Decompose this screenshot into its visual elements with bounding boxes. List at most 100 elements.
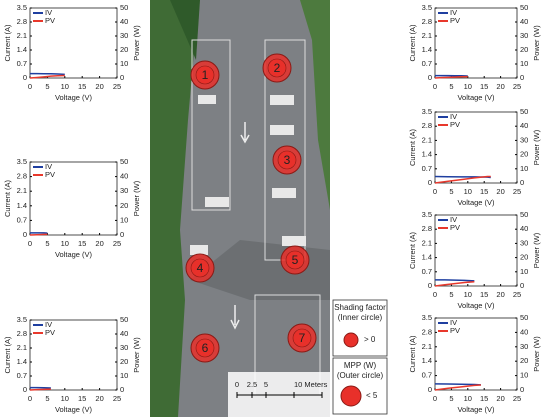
chart: 0 0.7 1.4 2.1 2.8 3.5 0 10 20 30 40 50 0 5 10 15 20 25 Vol… [408,107,541,207]
scale-label: 10 Meters [294,380,328,389]
y2-tick-label: 50 [520,107,528,116]
y-axis-label: Current (A) [408,335,417,373]
y2-tick-label: 20 [120,201,128,210]
y-tick-label: 3.5 [422,210,432,219]
series-line [434,280,475,287]
x-axis-label: Voltage (V) [55,250,93,259]
y-tick-label: 2.8 [422,327,432,336]
y2-tick-label: 10 [520,267,528,276]
marker-label: 4 [197,261,204,275]
y2-tick-label: 10 [520,59,528,68]
series-line [29,74,65,79]
y-tick-label: 0.7 [422,59,432,68]
x-tick-label: 0 [433,290,437,299]
marker-inner [195,338,215,358]
plot-frame [29,161,118,236]
marker-inner [195,65,215,85]
x-tick-label: 15 [480,394,488,403]
y2-tick-label: 20 [520,45,528,54]
y2-tick-label: 0 [520,385,524,394]
x-axis-label: Voltage (V) [457,405,495,414]
x-tick-label: 25 [513,290,521,299]
legend-title: (Inner circle) [338,313,383,322]
x-tick-label: 0 [433,187,437,196]
x-tick-label: 25 [113,239,121,248]
legend-value: < 5 [366,391,378,400]
y-tick-label: 0 [23,385,27,394]
y2-axis-label: Power (W) [132,180,141,216]
y-tick-label: 0.7 [17,215,27,224]
y2-tick-label: 0 [520,178,524,187]
series-line [434,175,491,184]
y-tick-label: 3.5 [422,313,432,322]
y2-tick-label: 30 [520,238,528,247]
legend-label: PV [450,326,460,335]
y-tick-label: 3.5 [17,157,27,166]
y2-tick-label: 40 [520,224,528,233]
plot-frame [434,317,518,391]
y2-tick-label: 10 [520,164,528,173]
x-tick-label: 25 [113,82,121,91]
legend-label: PV [450,120,460,129]
aerial-map [150,0,330,417]
x-tick-label: 25 [513,82,521,91]
x-tick-label: 25 [113,394,121,403]
y-tick-label: 3.5 [422,107,432,116]
y2-tick-label: 0 [120,385,124,394]
y-axis-label: Current (A) [3,24,12,62]
y2-tick-label: 20 [520,356,528,365]
y-tick-label: 2.8 [422,121,432,130]
y-tick-label: 1.4 [17,357,27,366]
y-tick-label: 2.8 [17,172,27,181]
x-tick-label: 0 [28,394,32,403]
y-tick-label: 1.4 [17,45,27,54]
marker-inner [267,58,287,78]
y2-tick-label: 30 [120,31,128,40]
marker-label: 2 [274,61,281,75]
x-axis-label: Voltage (V) [457,198,495,207]
marker-label: 1 [202,68,209,82]
y-tick-label: 0 [23,73,27,82]
chart: 0 0.7 1.4 2.1 2.8 3.5 0 10 20 30 40 50 0 5 10 15 20 25 Vol… [408,313,541,414]
y2-axis-label: Power (W) [532,232,541,268]
y-axis-label: Current (A) [408,24,417,62]
series-line [434,384,481,391]
y2-tick-label: 10 [120,59,128,68]
series-line [435,279,475,282]
scale-label: 5 [264,380,268,389]
y2-tick-label: 30 [120,186,128,195]
marker-label: 5 [292,253,299,267]
series-line [29,233,48,236]
x-axis-label: Voltage (V) [55,405,93,414]
series-line [29,388,51,391]
y-tick-label: 0 [428,178,432,187]
x-tick-label: 10 [61,394,69,403]
x-tick-label: 20 [496,82,504,91]
x-tick-label: 5 [449,82,453,91]
plot-frame [434,214,518,287]
x-tick-label: 15 [78,239,86,248]
map-legend: Shading factor (Inner circle) > 0 MPP (W… [332,299,388,415]
y2-axis-label: Power (W) [132,337,141,373]
y2-tick-label: 10 [120,215,128,224]
y-tick-label: 2.8 [422,17,432,26]
series-line [30,72,65,76]
legend-label: IV [450,318,457,327]
y-tick-label: 0 [428,73,432,82]
legend-title: (Outer circle) [337,371,384,380]
y-tick-label: 2.8 [17,17,27,26]
y-axis-label: Current (A) [3,179,12,217]
chart: 0 0.7 1.4 2.1 2.8 3.5 0 10 20 30 40 50 0 5 10 15 20 25 Vol… [408,210,541,310]
marker-label: 6 [202,341,209,355]
y-axis-label: Current (A) [408,128,417,166]
y2-tick-label: 30 [520,135,528,144]
x-tick-label: 25 [513,187,521,196]
y-tick-label: 2.1 [422,342,432,351]
x-tick-label: 5 [45,82,49,91]
y2-tick-label: 0 [520,281,524,290]
chart: 0 0.7 1.4 2.1 2.8 3.5 0 10 20 30 40 50 0 5 10 15 20 25 Vol… [3,157,141,259]
y-tick-label: 1.4 [17,201,27,210]
y-tick-label: 2.1 [17,186,27,195]
y-tick-label: 0.7 [422,371,432,380]
x-tick-label: 0 [433,394,437,403]
